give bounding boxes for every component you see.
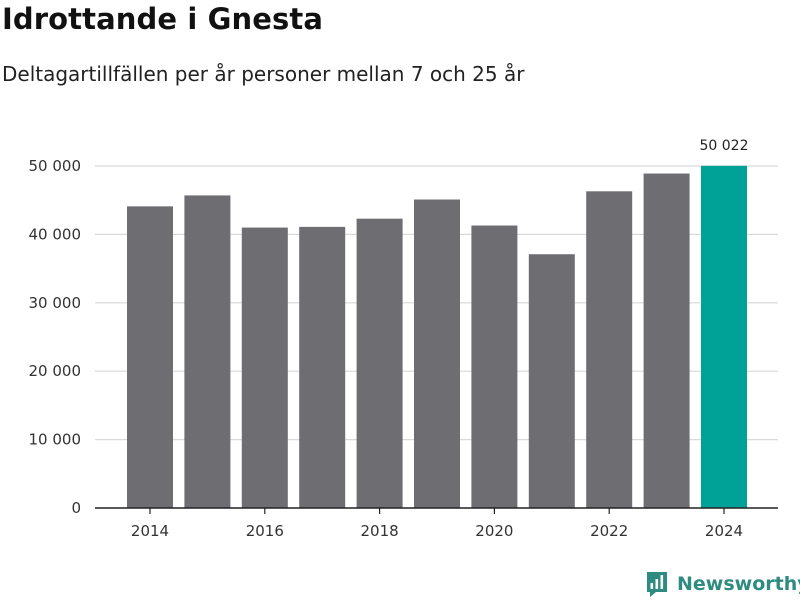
bar-2016 — [241, 227, 288, 508]
y-tick-label: 30 000 — [29, 294, 82, 312]
x-tick-label: 2024 — [705, 522, 743, 540]
chart-subtitle: Deltagartillfällen per år personer mella… — [2, 62, 525, 86]
bar-2023 — [643, 173, 690, 509]
y-tick-label: 0 — [71, 499, 81, 517]
bar-2018 — [356, 218, 403, 508]
y-tick-label: 40 000 — [29, 225, 82, 243]
brand-name: Newsworthy — [677, 573, 800, 595]
y-tick-label: 50 000 — [29, 157, 82, 175]
bar-2022 — [586, 191, 633, 509]
y-tick-label: 20 000 — [29, 362, 82, 380]
bar-2017 — [299, 226, 346, 508]
x-tick-label: 2016 — [246, 522, 284, 540]
x-tick-label: 2018 — [361, 522, 399, 540]
bar-2020 — [471, 225, 518, 508]
chart-title: Idrottande i Gnesta — [2, 2, 323, 36]
annotations: 50 022 — [700, 138, 749, 154]
data-label: 50 022 — [700, 138, 749, 154]
bars — [127, 165, 747, 509]
y-tick-label: 10 000 — [29, 431, 82, 449]
y-axis-ticks: 0 10 000 20 000 30 000 40 000 50 000 — [29, 157, 82, 517]
bar-2024 — [701, 165, 747, 508]
x-axis: 2014 2016 2018 2020 2022 2024 — [95, 507, 778, 540]
newsworthy-brand: Newsworthy — [645, 570, 800, 598]
x-tick-label: 2020 — [475, 522, 513, 540]
bar-2014 — [127, 206, 173, 508]
bar-2019 — [414, 199, 460, 509]
bar-2015 — [184, 195, 231, 509]
x-tick-label: 2014 — [131, 522, 169, 540]
x-tick-label: 2022 — [590, 522, 628, 540]
newsworthy-logo-icon — [647, 572, 667, 597]
bar-2021 — [528, 254, 575, 508]
